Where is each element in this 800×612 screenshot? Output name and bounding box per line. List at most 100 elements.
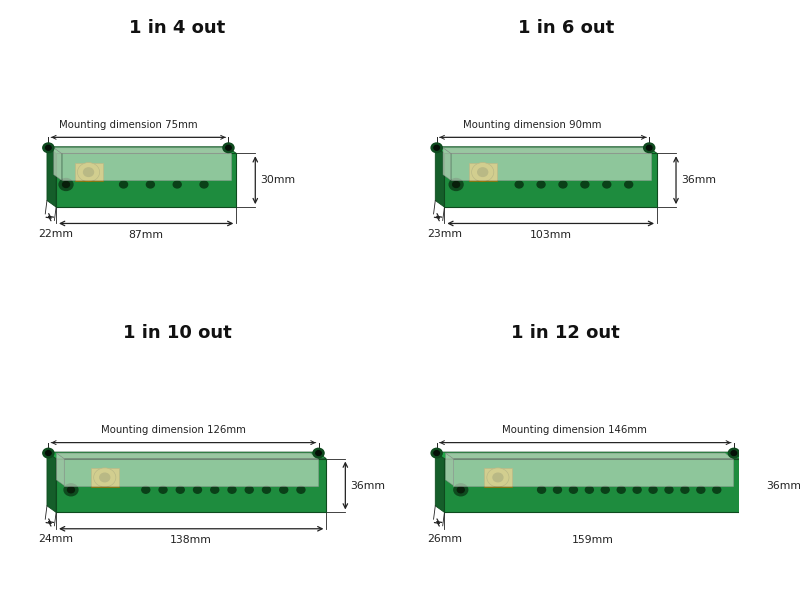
Polygon shape — [64, 458, 318, 485]
Circle shape — [83, 168, 94, 176]
Polygon shape — [54, 147, 231, 154]
Text: Mounting dimension 75mm: Mounting dimension 75mm — [58, 120, 198, 130]
Circle shape — [176, 487, 184, 493]
Text: 1 in 4 out: 1 in 4 out — [130, 19, 226, 37]
Circle shape — [313, 449, 324, 458]
Circle shape — [67, 487, 74, 493]
Circle shape — [493, 473, 503, 482]
Circle shape — [586, 487, 594, 493]
Circle shape — [713, 487, 721, 493]
Circle shape — [602, 487, 610, 493]
Circle shape — [537, 181, 545, 188]
Circle shape — [100, 473, 110, 482]
Circle shape — [646, 146, 652, 150]
Text: 30mm: 30mm — [261, 175, 296, 185]
Polygon shape — [47, 147, 236, 154]
Circle shape — [159, 487, 167, 493]
Circle shape — [581, 181, 589, 188]
Polygon shape — [435, 147, 445, 207]
Polygon shape — [451, 154, 650, 180]
Polygon shape — [47, 452, 326, 458]
Circle shape — [146, 181, 154, 188]
Circle shape — [559, 181, 567, 188]
Circle shape — [431, 449, 442, 458]
Circle shape — [223, 143, 234, 152]
Circle shape — [697, 487, 705, 493]
Text: 138mm: 138mm — [170, 536, 212, 545]
Text: 23mm: 23mm — [427, 229, 462, 239]
Circle shape — [731, 450, 737, 455]
Text: 103mm: 103mm — [530, 230, 572, 240]
Circle shape — [43, 449, 54, 458]
Polygon shape — [47, 452, 56, 512]
Circle shape — [453, 182, 459, 187]
Circle shape — [570, 487, 578, 493]
Circle shape — [280, 487, 288, 493]
Polygon shape — [445, 458, 742, 512]
Circle shape — [174, 181, 181, 188]
Text: Mounting dimension 126mm: Mounting dimension 126mm — [101, 425, 246, 435]
Circle shape — [297, 487, 305, 493]
Text: 159mm: 159mm — [572, 536, 614, 545]
Circle shape — [64, 484, 78, 496]
Polygon shape — [435, 452, 445, 512]
Circle shape — [46, 146, 51, 150]
Circle shape — [644, 143, 654, 152]
Polygon shape — [443, 147, 650, 154]
Text: 1 in 10 out: 1 in 10 out — [123, 324, 232, 342]
Circle shape — [554, 487, 562, 493]
Circle shape — [633, 487, 641, 493]
Text: 36mm: 36mm — [766, 480, 800, 490]
Circle shape — [602, 181, 610, 188]
Circle shape — [434, 146, 439, 150]
Polygon shape — [57, 453, 64, 485]
Circle shape — [478, 168, 488, 176]
Circle shape — [625, 181, 633, 188]
Polygon shape — [62, 154, 231, 180]
Polygon shape — [443, 147, 451, 180]
Text: Mounting dimension 146mm: Mounting dimension 146mm — [502, 425, 647, 435]
Circle shape — [454, 484, 468, 496]
FancyBboxPatch shape — [484, 468, 512, 487]
Circle shape — [681, 487, 689, 493]
Circle shape — [434, 450, 439, 455]
Text: 36mm: 36mm — [350, 480, 386, 490]
Polygon shape — [435, 452, 742, 458]
Circle shape — [119, 181, 127, 188]
Text: 87mm: 87mm — [129, 230, 164, 240]
Circle shape — [538, 487, 546, 493]
Circle shape — [46, 450, 51, 455]
Circle shape — [728, 449, 739, 458]
FancyBboxPatch shape — [469, 163, 497, 181]
Text: 1 in 12 out: 1 in 12 out — [511, 324, 620, 342]
Polygon shape — [47, 147, 56, 207]
Circle shape — [515, 181, 523, 188]
Text: 24mm: 24mm — [38, 534, 74, 544]
Circle shape — [210, 487, 218, 493]
Polygon shape — [435, 147, 657, 154]
Circle shape — [142, 487, 150, 493]
Text: 36mm: 36mm — [682, 175, 716, 185]
Circle shape — [472, 163, 494, 182]
Polygon shape — [56, 154, 236, 207]
Circle shape — [226, 146, 231, 150]
Polygon shape — [54, 147, 62, 180]
Polygon shape — [57, 453, 318, 458]
Circle shape — [665, 487, 673, 493]
Circle shape — [458, 487, 464, 493]
Polygon shape — [446, 453, 454, 485]
Circle shape — [618, 487, 625, 493]
Circle shape — [62, 182, 70, 187]
Polygon shape — [454, 458, 733, 485]
Text: 1 in 6 out: 1 in 6 out — [518, 19, 614, 37]
Polygon shape — [446, 453, 733, 458]
Circle shape — [262, 487, 270, 493]
Circle shape — [487, 468, 509, 487]
Circle shape — [43, 143, 54, 152]
Circle shape — [316, 450, 322, 455]
Circle shape — [449, 179, 463, 190]
Circle shape — [59, 179, 73, 190]
FancyBboxPatch shape — [74, 163, 102, 181]
Circle shape — [228, 487, 236, 493]
Circle shape — [94, 468, 116, 487]
